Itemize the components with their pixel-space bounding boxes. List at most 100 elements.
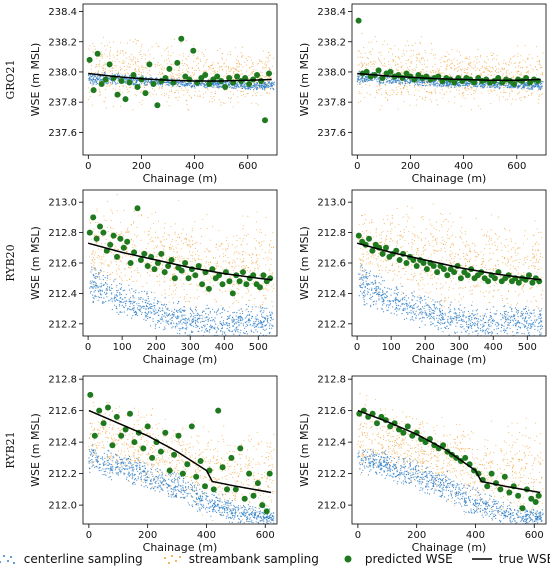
streambank-point [137,215,139,217]
centerline-point [193,84,196,86]
centerline-point [435,82,437,84]
centerline-point [253,325,255,327]
centerline-point [392,81,394,83]
streambank-point [215,246,217,248]
centerline-point [131,303,133,305]
centerline-point [96,78,99,81]
streambank-point [251,263,253,265]
centerline-point [393,79,395,81]
streambank-point [457,69,459,71]
streambank-point [219,290,221,292]
streambank-point [536,69,538,71]
streambank-point [168,76,170,78]
streambank-point [392,53,394,55]
streambank-point [202,81,204,83]
streambank-point [188,239,190,241]
streambank-point [113,243,115,245]
streambank-point [149,53,151,56]
centerline-point [204,324,206,326]
streambank-point [184,272,186,274]
centerline-point [491,86,493,88]
streambank-point [116,54,119,56]
streambank-point [147,49,149,51]
streambank-point [419,85,421,87]
streambank-point [406,88,408,91]
centerline-point [523,83,525,85]
streambank-point [109,70,112,72]
centerline-point [458,83,460,85]
streambank-point [512,90,514,92]
streambank-point [371,63,373,65]
streambank-point [209,281,211,283]
streambank-point [138,73,140,75]
streambank-point [187,90,189,92]
streambank-point [178,233,180,235]
streambank-point [99,60,101,62]
streambank-point [140,275,142,277]
streambank-point [399,84,402,86]
streambank-point [426,70,428,72]
streambank-point [379,61,382,63]
centerline-point [433,81,435,83]
centerline-point [425,85,427,87]
streambank-point [102,67,104,69]
streambank-point [92,256,94,258]
streambank-point [119,66,121,68]
centerline-point [141,290,143,293]
streambank-point [101,66,103,68]
streambank-point [88,87,90,89]
centerline-point [94,267,96,269]
streambank-point [236,287,238,289]
streambank-point [164,254,166,256]
streambank-point [397,56,399,58]
streambank-point [429,71,431,73]
streambank-point [100,54,102,56]
centerline-point [121,74,123,76]
centerline-point [108,299,110,302]
centerline-point [95,287,97,289]
streambank-point [137,40,139,42]
predicted-point [174,59,181,66]
centerline-point [418,83,420,86]
streambank-point [232,259,234,261]
centerline-point [377,77,379,79]
centerline-point [425,81,428,83]
streambank-point [113,41,115,43]
true-wse-line [357,72,541,82]
streambank-point [185,241,187,243]
centerline-point [263,86,265,88]
streambank-point [470,109,472,111]
streambank-point [476,58,478,60]
centerline-point [187,83,189,85]
centerline-point [132,296,134,298]
streambank-point [385,90,387,92]
streambank-point [393,91,395,93]
streambank-point [265,65,267,67]
centerline-point [359,78,362,80]
predicted-point [102,76,109,83]
streambank-point [251,253,253,255]
streambank-point [154,237,156,239]
streambank-point [257,77,259,79]
streambank-point [374,96,376,99]
streambank-point [98,87,100,89]
streambank-point [93,264,95,266]
streambank-point [357,56,359,58]
centerline-point [207,320,209,322]
streambank-point [174,233,176,235]
streambank-point [242,66,244,68]
streambank-point [269,92,271,94]
streambank-point [245,265,248,267]
centerline-point [506,87,508,89]
streambank-point [272,232,274,234]
streambank-point [232,269,235,271]
streambank-point [233,283,235,286]
streambank-point [459,54,462,56]
centerline-point [487,86,489,88]
centerline-point [465,83,467,85]
streambank-point [256,92,258,94]
streambank-point [129,66,131,68]
streambank-point [196,250,198,252]
centerline-point [498,85,501,87]
centerline-point [438,85,440,87]
